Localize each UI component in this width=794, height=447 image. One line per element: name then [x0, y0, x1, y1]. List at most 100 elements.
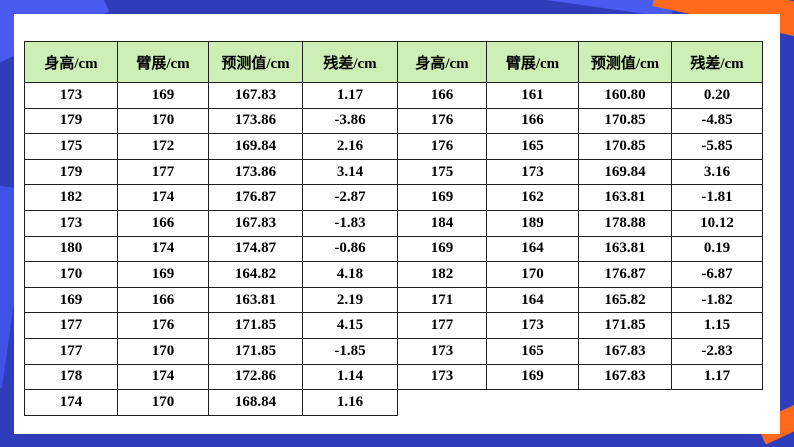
table-cell: 1.17 [671, 363, 763, 391]
table-cell: 0.20 [671, 82, 763, 109]
table-cell: 168.84 [208, 389, 303, 416]
table-row: 180 174 174.87 -0.86 169 164 163.81 0.19 [24, 235, 763, 263]
table-row: 175 172 169.84 2.16 176 165 170.85 -5.85 [24, 133, 763, 160]
table-cell [487, 390, 579, 416]
table-cell: 176 [397, 107, 487, 135]
table-cell: -1.82 [671, 286, 763, 314]
table-cell: 175 [397, 158, 487, 186]
table-cell: 170 [486, 261, 579, 288]
table-cell: 167.83 [208, 82, 303, 109]
table-cell: 184 [397, 209, 487, 237]
table-cell: 171.85 [208, 337, 303, 365]
table-row: 177 176 171.85 4.15 177 173 171.85 1.15 [24, 312, 763, 339]
table-cell: 179 [24, 158, 118, 186]
table-cell: -2.83 [671, 337, 763, 365]
table-cell: 170 [117, 337, 209, 365]
table-cell: 177 [397, 312, 487, 339]
table-cell: 164.82 [208, 261, 303, 288]
table-cell: 177 [24, 312, 118, 339]
table-row: 174 170 168.84 1.16 [24, 389, 763, 416]
table-cell [579, 390, 672, 416]
table-cell: 176 [397, 133, 487, 160]
table-row: 173 166 167.83 -1.83 184 189 178.88 10.12 [24, 209, 763, 237]
table-cell: 1.16 [302, 389, 398, 416]
table-cell: 1.15 [671, 312, 763, 339]
table-cell: 163.81 [578, 235, 672, 263]
table-cell: 173 [397, 337, 487, 365]
table-cell: 170 [117, 389, 209, 416]
table-cell: 163.81 [208, 286, 303, 314]
table-cell: 171.85 [578, 312, 672, 339]
table-cell: 178.88 [578, 209, 672, 237]
table-cell: 169 [397, 184, 487, 211]
header-predicted-2: 预测值/cm [578, 41, 672, 83]
table-cell: 161 [486, 82, 579, 109]
table-cell: 171.85 [208, 312, 303, 339]
table-cell: 169 [486, 363, 579, 391]
table-cell: -5.85 [671, 133, 763, 160]
table-cell: 173 [486, 312, 579, 339]
table-cell: 170 [117, 107, 209, 135]
table-cell [672, 390, 763, 416]
table-cell: 174 [24, 389, 118, 416]
table-cell: 172.86 [208, 363, 303, 391]
header-height-2: 身高/cm [397, 41, 487, 83]
header-armspan-2: 臂展/cm [486, 41, 579, 83]
table-cell: 165.82 [578, 286, 672, 314]
table-cell: 164 [486, 286, 579, 314]
table-cell: 167.83 [578, 337, 672, 365]
table-cell: 170.85 [578, 107, 672, 135]
table-cell: 173.86 [208, 107, 303, 135]
table-cell: 1.14 [302, 363, 398, 391]
table-cell: 179 [24, 107, 118, 135]
header-residual-2: 残差/cm [671, 41, 763, 83]
table-cell: 177 [117, 158, 209, 186]
table-cell: 173 [486, 158, 579, 186]
table-cell: 166 [117, 209, 209, 237]
table-cell: 2.19 [302, 286, 398, 314]
data-table: 身高/cm 臂展/cm 预测值/cm 残差/cm 身高/cm 臂展/cm 预测值… [24, 41, 763, 416]
table-cell: 4.18 [302, 261, 398, 288]
table-cell: 189 [486, 209, 579, 237]
table-cell: -4.85 [671, 107, 763, 135]
table-cell: 174.87 [208, 235, 303, 263]
table-cell: 173 [397, 363, 487, 391]
table-cell: 3.14 [302, 158, 398, 186]
table-header-row: 身高/cm 臂展/cm 预测值/cm 残差/cm 身高/cm 臂展/cm 预测值… [24, 41, 763, 83]
table-cell: 172 [117, 133, 209, 160]
table-cell: -6.87 [671, 261, 763, 288]
table-cell: 174 [117, 184, 209, 211]
table-cell: 0.19 [671, 235, 763, 263]
header-predicted-1: 预测值/cm [208, 41, 303, 83]
table-cell: 171 [397, 286, 487, 314]
table-cell: 166 [117, 286, 209, 314]
table-row: 173 169 167.83 1.17 166 161 160.80 0.20 [24, 82, 763, 109]
table-row: 178 174 172.86 1.14 173 169 167.83 1.17 [24, 363, 763, 391]
table-row: 177 170 171.85 -1.85 173 165 167.83 -2.83 [24, 337, 763, 365]
table-cell: 173 [24, 82, 118, 109]
table-cell: 166 [397, 82, 487, 109]
header-residual-1: 残差/cm [302, 41, 398, 83]
table-row: 179 170 173.86 -3.86 176 166 170.85 -4.85 [24, 107, 763, 135]
table-cell: 176 [117, 312, 209, 339]
table-cell [398, 390, 487, 416]
table-cell: 174 [117, 235, 209, 263]
table-cell: 182 [24, 184, 118, 211]
table-cell: 167.83 [208, 209, 303, 237]
header-height-1: 身高/cm [24, 41, 118, 83]
header-armspan-1: 臂展/cm [117, 41, 209, 83]
table-cell: 165 [486, 337, 579, 365]
table-cell: 165 [486, 133, 579, 160]
table-cell: 174 [117, 363, 209, 391]
table-cell: 164 [486, 235, 579, 263]
table-cell: -2.87 [302, 184, 398, 211]
table-cell: 182 [397, 261, 487, 288]
table-cell: 167.83 [578, 363, 672, 391]
table-row: 169 166 163.81 2.19 171 164 165.82 -1.82 [24, 286, 763, 314]
table-row: 170 169 164.82 4.18 182 170 176.87 -6.87 [24, 261, 763, 288]
table-row: 179 177 173.86 3.14 175 173 169.84 3.16 [24, 158, 763, 186]
table-cell: 169 [117, 261, 209, 288]
table-cell: 170.85 [578, 133, 672, 160]
table-cell: 163.81 [578, 184, 672, 211]
table-cell: 162 [486, 184, 579, 211]
